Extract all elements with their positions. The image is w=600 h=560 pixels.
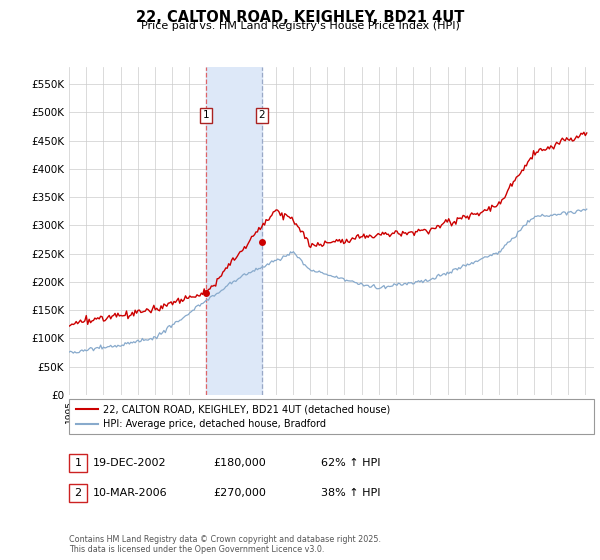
Bar xyxy=(206,67,262,395)
Text: 2: 2 xyxy=(74,488,82,498)
Text: 1: 1 xyxy=(74,458,82,468)
Text: 1: 1 xyxy=(203,110,209,120)
Text: 62% ↑ HPI: 62% ↑ HPI xyxy=(321,458,380,468)
Text: £270,000: £270,000 xyxy=(213,488,266,498)
Text: 2: 2 xyxy=(259,110,265,120)
Text: Price paid vs. HM Land Registry's House Price Index (HPI): Price paid vs. HM Land Registry's House … xyxy=(140,21,460,31)
Text: £180,000: £180,000 xyxy=(213,458,266,468)
Text: HPI: Average price, detached house, Bradford: HPI: Average price, detached house, Brad… xyxy=(103,419,326,430)
Text: 22, CALTON ROAD, KEIGHLEY, BD21 4UT: 22, CALTON ROAD, KEIGHLEY, BD21 4UT xyxy=(136,10,464,25)
Text: 38% ↑ HPI: 38% ↑ HPI xyxy=(321,488,380,498)
Text: 10-MAR-2006: 10-MAR-2006 xyxy=(93,488,167,498)
Text: 19-DEC-2002: 19-DEC-2002 xyxy=(93,458,167,468)
Text: Contains HM Land Registry data © Crown copyright and database right 2025.
This d: Contains HM Land Registry data © Crown c… xyxy=(69,535,381,554)
Text: 22, CALTON ROAD, KEIGHLEY, BD21 4UT (detached house): 22, CALTON ROAD, KEIGHLEY, BD21 4UT (det… xyxy=(103,404,390,414)
